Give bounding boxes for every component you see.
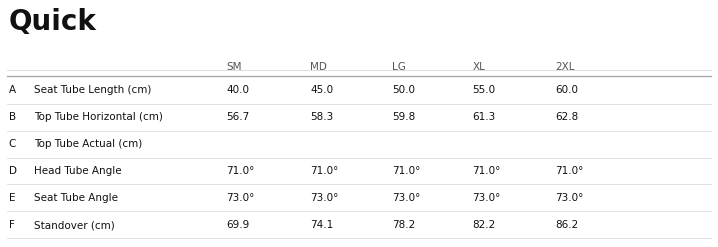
Text: Head Tube Angle: Head Tube Angle bbox=[34, 166, 122, 176]
Text: Top Tube Actual (cm): Top Tube Actual (cm) bbox=[34, 139, 143, 149]
Text: 73.0°: 73.0° bbox=[472, 193, 501, 203]
Text: 2XL: 2XL bbox=[555, 62, 574, 72]
Text: SM: SM bbox=[226, 62, 242, 72]
Text: 62.8: 62.8 bbox=[555, 112, 578, 122]
Text: LG: LG bbox=[392, 62, 406, 72]
Text: 74.1: 74.1 bbox=[310, 220, 333, 230]
Text: 56.7: 56.7 bbox=[226, 112, 249, 122]
Text: B: B bbox=[9, 112, 16, 122]
Text: 82.2: 82.2 bbox=[472, 220, 495, 230]
Text: F: F bbox=[9, 220, 14, 230]
Text: C: C bbox=[9, 139, 16, 149]
Text: Seat Tube Angle: Seat Tube Angle bbox=[34, 193, 118, 203]
Text: 73.0°: 73.0° bbox=[310, 193, 339, 203]
Text: 45.0: 45.0 bbox=[310, 85, 333, 95]
Text: 73.0°: 73.0° bbox=[555, 193, 584, 203]
Text: 73.0°: 73.0° bbox=[226, 193, 255, 203]
Text: 71.0°: 71.0° bbox=[226, 166, 255, 176]
Text: 71.0°: 71.0° bbox=[392, 166, 421, 176]
Text: 71.0°: 71.0° bbox=[555, 166, 584, 176]
Text: 69.9: 69.9 bbox=[226, 220, 249, 230]
Text: 86.2: 86.2 bbox=[555, 220, 578, 230]
Text: 71.0°: 71.0° bbox=[472, 166, 501, 176]
Text: Top Tube Horizontal (cm): Top Tube Horizontal (cm) bbox=[34, 112, 163, 122]
Text: MD: MD bbox=[310, 62, 327, 72]
Text: XL: XL bbox=[472, 62, 485, 72]
Text: 58.3: 58.3 bbox=[310, 112, 333, 122]
Text: D: D bbox=[9, 166, 17, 176]
Text: E: E bbox=[9, 193, 15, 203]
Text: 55.0: 55.0 bbox=[472, 85, 495, 95]
Text: 40.0: 40.0 bbox=[226, 85, 249, 95]
Text: 60.0: 60.0 bbox=[555, 85, 578, 95]
Text: Standover (cm): Standover (cm) bbox=[34, 220, 115, 230]
Text: A: A bbox=[9, 85, 16, 95]
Text: 59.8: 59.8 bbox=[392, 112, 415, 122]
Text: 71.0°: 71.0° bbox=[310, 166, 339, 176]
Text: 73.0°: 73.0° bbox=[392, 193, 421, 203]
Text: Quick: Quick bbox=[9, 8, 96, 36]
Text: 78.2: 78.2 bbox=[392, 220, 415, 230]
Text: Seat Tube Length (cm): Seat Tube Length (cm) bbox=[34, 85, 151, 95]
Text: 50.0: 50.0 bbox=[392, 85, 415, 95]
Text: 61.3: 61.3 bbox=[472, 112, 495, 122]
